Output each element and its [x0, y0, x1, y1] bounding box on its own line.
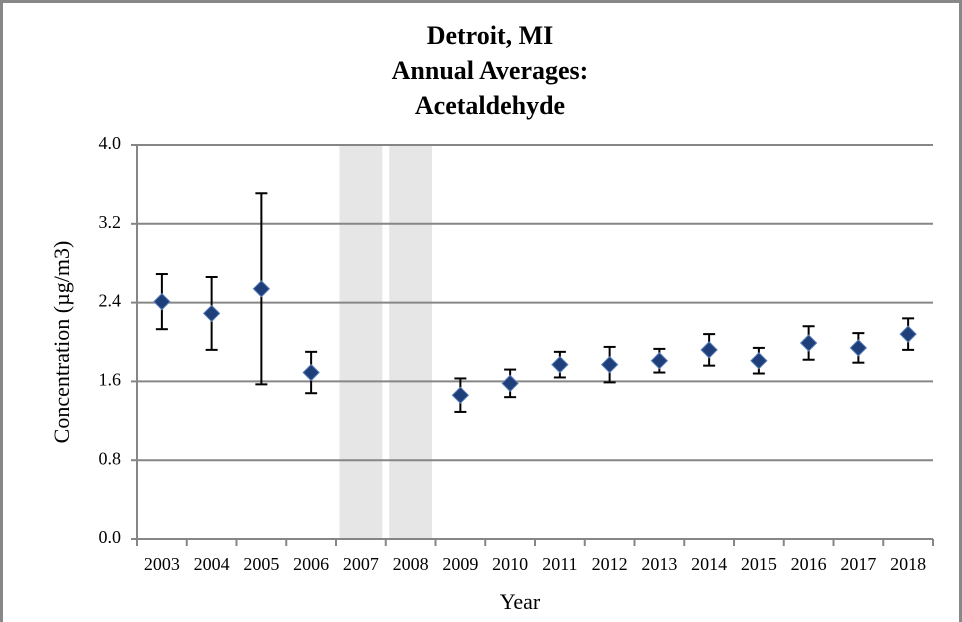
chart-title: Acetaldehyde	[415, 91, 565, 120]
y-tick-label: 3.2	[99, 212, 122, 232]
x-tick-label: 2015	[741, 554, 777, 574]
marker	[700, 341, 718, 359]
marker	[451, 386, 470, 404]
marker	[252, 280, 271, 298]
x-tick-label: 2003	[144, 554, 180, 574]
y-tick-label: 4.0	[99, 133, 122, 153]
marker	[302, 363, 320, 382]
y-tick-label: 0.0	[99, 527, 122, 547]
chart-title: Detroit, MI	[427, 21, 554, 50]
marker	[202, 304, 221, 323]
x-tick-label: 2006	[293, 554, 329, 574]
x-tick-label: 2013	[641, 554, 677, 574]
marker	[650, 352, 669, 370]
y-axis-label: Concentration (µg/m3)	[49, 241, 74, 444]
x-tick-label: 2018	[890, 554, 926, 574]
marker	[750, 352, 768, 370]
marker	[153, 292, 171, 311]
chart-title: Annual Averages:	[392, 56, 589, 85]
no-data-band	[339, 145, 383, 539]
marker	[551, 355, 569, 374]
x-tick-label: 2008	[393, 554, 429, 574]
y-tick-label: 2.4	[99, 291, 122, 311]
x-tick-label: 2017	[840, 554, 876, 574]
x-tick-label: 2011	[542, 554, 577, 574]
marker	[600, 355, 619, 374]
x-tick-label: 2007	[343, 554, 379, 574]
x-tick-label: 2012	[592, 554, 628, 574]
marker	[501, 374, 519, 393]
x-tick-label: 2014	[691, 554, 727, 574]
no-data-band	[389, 145, 433, 539]
x-axis-label: Year	[500, 589, 541, 614]
y-tick-label: 0.8	[99, 448, 122, 468]
x-tick-label: 2005	[243, 554, 279, 574]
marker	[799, 334, 818, 352]
x-tick-label: 2004	[194, 554, 230, 574]
marker	[849, 339, 868, 357]
marker	[899, 325, 917, 343]
x-tick-label: 2016	[791, 554, 827, 574]
x-tick-label: 2010	[492, 554, 528, 574]
y-tick-label: 1.6	[99, 370, 122, 390]
x-tick-label: 2009	[442, 554, 478, 574]
